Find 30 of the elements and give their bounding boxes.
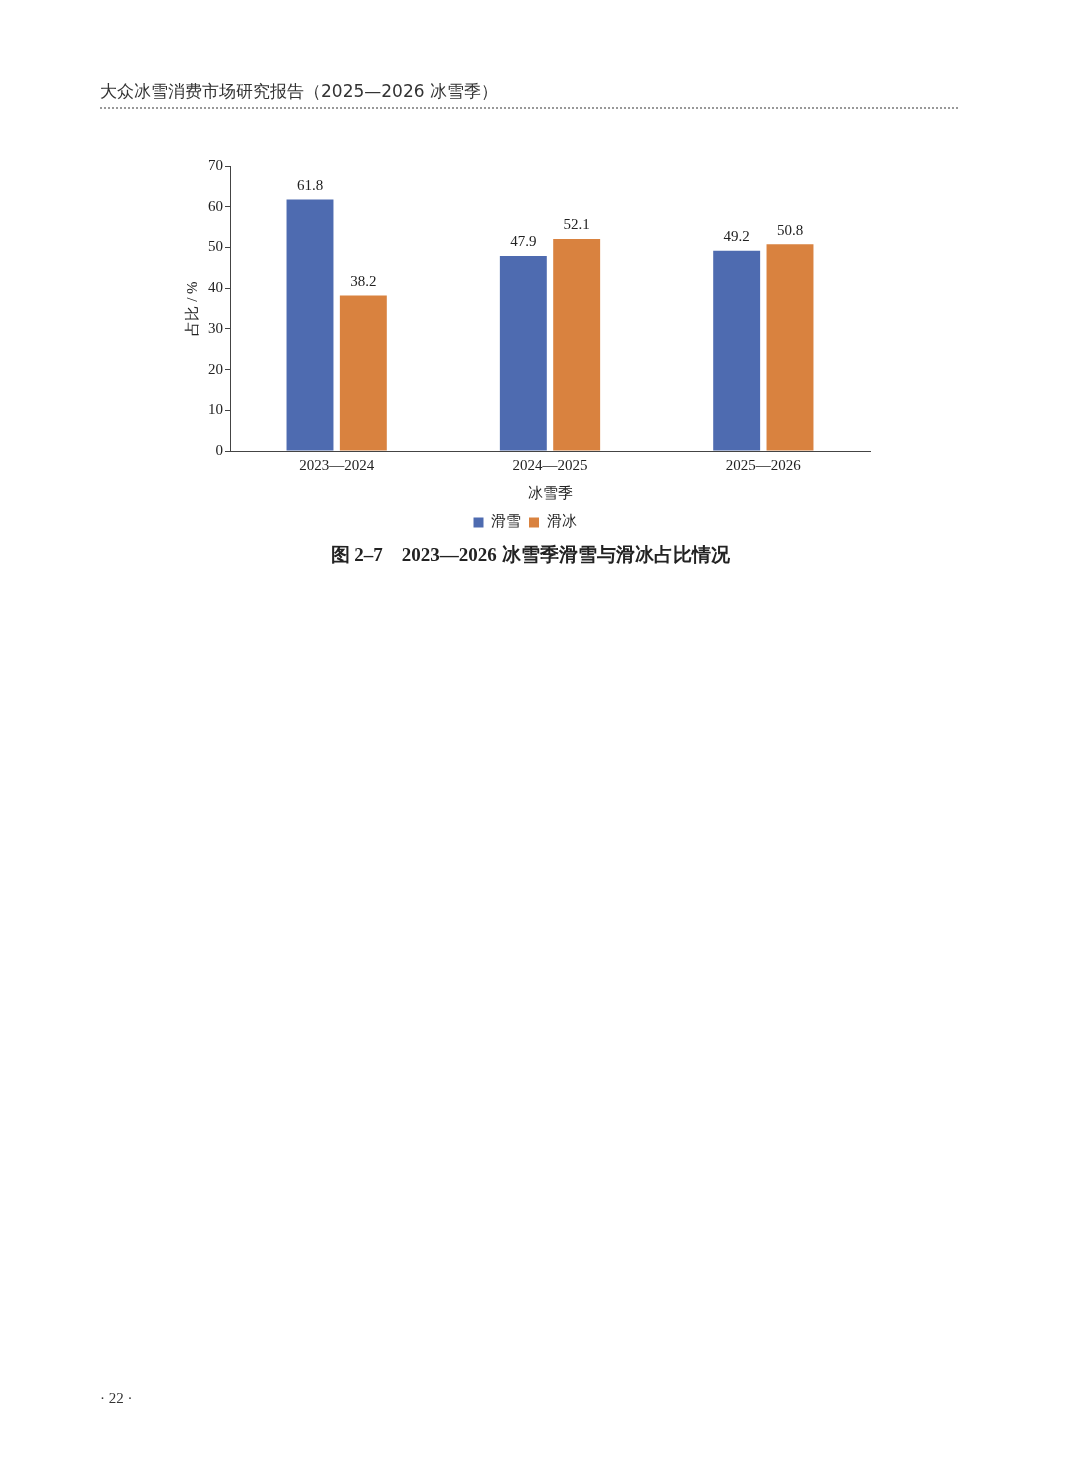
bar [286, 199, 334, 451]
y-tick-label: 30 [208, 319, 223, 336]
x-tick-label: 2025—2026 [725, 456, 802, 473]
text: · 22 · [100, 1390, 133, 1407]
x-tick-label: 2023—2024 [299, 456, 375, 473]
text: 图 2–7 2023—2026 冰雪季滑雪与滑冰占比情况 [329, 543, 731, 567]
legend-label: 滑冰 [546, 513, 577, 530]
data-label: 49.2 [723, 228, 750, 245]
bar [766, 244, 814, 451]
x-tick-label: 2024—2025 [512, 456, 588, 473]
data-label: 61.8 [296, 176, 324, 193]
bar [339, 295, 387, 451]
y-tick-label: 20 [208, 360, 223, 377]
legend-label: 滑雪 [491, 513, 521, 530]
y-tick-label: 10 [208, 401, 223, 418]
bar [713, 250, 761, 451]
text: 大众冰雪消费市场研究报告（2025—2026 冰雪季） [100, 80, 498, 103]
bar [499, 255, 547, 451]
y-tick-label: 0 [215, 441, 223, 458]
bar [553, 238, 601, 451]
y-axis-title: 占比 / % [183, 281, 200, 336]
y-tick-label: 60 [208, 197, 223, 214]
data-label: 38.2 [350, 272, 377, 289]
y-tick-label: 50 [208, 238, 223, 255]
x-axis-title: 冰雪季 [527, 484, 573, 501]
data-label: 47.9 [510, 233, 537, 250]
y-tick-label: 70 [208, 156, 223, 173]
data-label: 52.1 [563, 216, 590, 233]
data-label: 50.8 [776, 221, 804, 238]
y-tick-label: 40 [208, 279, 223, 296]
